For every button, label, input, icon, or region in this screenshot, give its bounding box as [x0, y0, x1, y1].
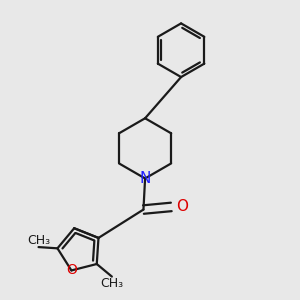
Text: O: O — [66, 263, 77, 278]
Text: CH₃: CH₃ — [100, 277, 123, 290]
Text: CH₃: CH₃ — [27, 234, 50, 247]
Text: N: N — [140, 171, 151, 186]
Text: O: O — [176, 200, 188, 214]
